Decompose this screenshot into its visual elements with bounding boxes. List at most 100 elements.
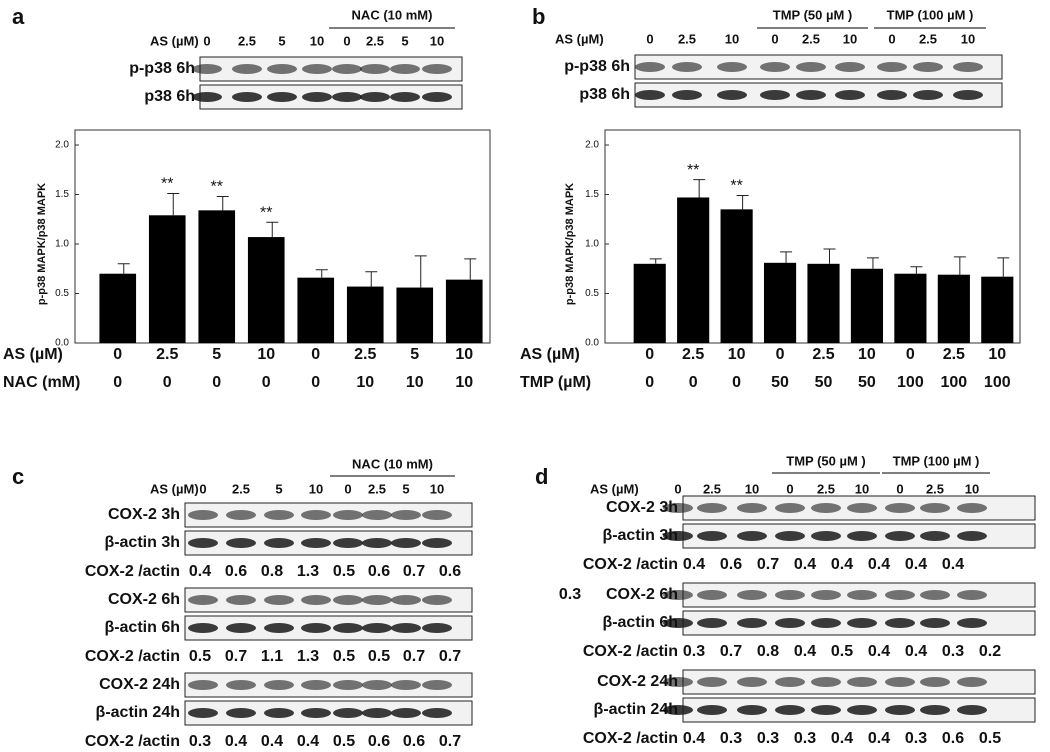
ratio-value: 0.8 (261, 563, 283, 580)
lane-label: 10 (843, 31, 857, 46)
blot-band (811, 503, 841, 513)
blot-band (362, 538, 392, 548)
blot-band (775, 705, 805, 715)
blot-band (264, 708, 294, 718)
blot-band (775, 590, 805, 600)
blot-band (264, 680, 294, 690)
lane-header-label: AS (µM) (150, 33, 199, 48)
bar (346, 286, 384, 343)
ratio-value: 0.7 (720, 643, 742, 660)
ratio-value: 0.4 (942, 556, 964, 573)
ratio-value: 0.4 (868, 730, 890, 747)
ratio-value: 0.4 (905, 643, 927, 660)
panel-label: b (532, 4, 545, 29)
lane-label: 2.5 (368, 481, 386, 496)
blot-band (672, 90, 702, 100)
lane-label: 5 (275, 481, 282, 496)
blot-band (333, 538, 363, 548)
lane-label: 2.5 (817, 481, 835, 496)
blot-band (301, 680, 331, 690)
x-tick-label: 10 (356, 374, 374, 391)
blot-band (362, 595, 392, 605)
ratio-value: 0.8 (757, 643, 779, 660)
lane-label: 2.5 (232, 481, 250, 496)
group-label: TMP (50 µM ) (786, 453, 865, 468)
blot-band (301, 708, 331, 718)
y-axis-label: p-p38 MAPK/p38 MAPK (564, 183, 576, 305)
error-bar (997, 257, 1010, 277)
blot-band (188, 680, 218, 690)
blot-band (885, 531, 915, 541)
blot-band (885, 503, 915, 513)
blot-band (957, 590, 987, 600)
x-tick-label: 0 (311, 346, 320, 363)
blot-band (957, 677, 987, 687)
blot-band (188, 595, 218, 605)
blot-row-label: β-actin 6h (602, 614, 678, 631)
ratio-value: 1.3 (297, 563, 319, 580)
blot-band (226, 623, 256, 633)
blot-band (811, 677, 841, 687)
blot-band (775, 618, 805, 628)
blot-band (775, 677, 805, 687)
blot-band (847, 705, 877, 715)
lane-label: 0 (674, 481, 681, 496)
blot-band (697, 531, 727, 541)
error-bar (414, 255, 427, 288)
significance: ** (260, 204, 272, 221)
blot-band (811, 705, 841, 715)
blot-band (332, 92, 362, 102)
x-tick-label: 0 (311, 374, 320, 391)
ratio-value: 0.7 (225, 648, 247, 665)
ratio-label: COX-2 /actin (85, 648, 180, 665)
blot-band (663, 705, 693, 715)
lane-header-label: AS (µM) (150, 481, 199, 496)
lane-label: 10 (725, 31, 739, 46)
x-tick-label: 0 (776, 346, 785, 363)
error-bar (953, 256, 966, 275)
blot-band (391, 510, 421, 520)
blot-row-label: p38 6h (579, 86, 630, 103)
x-tick-label: 0 (732, 374, 741, 391)
ratio-value: 0.5 (333, 733, 355, 750)
ratio-value: 0.4 (189, 563, 211, 580)
x-tick-label: 10 (858, 346, 876, 363)
blot-band (885, 590, 915, 600)
bar (297, 277, 335, 343)
blot-band (877, 62, 907, 72)
error-bar (780, 251, 793, 263)
blot-band (391, 680, 421, 690)
blot-band (422, 92, 452, 102)
x-tick-label: 2.5 (943, 346, 965, 363)
ratio-label: COX-2 /actin (85, 733, 180, 750)
x-tick-label: 10 (728, 346, 746, 363)
error-bar (736, 194, 749, 210)
blot-band (811, 531, 841, 541)
y-tick-label: 0.5 (55, 288, 69, 299)
blot-band (847, 677, 877, 687)
category-row-label: AS (µM) (3, 346, 63, 363)
blot-band (760, 62, 790, 72)
blot-band (697, 705, 727, 715)
blot-band (717, 62, 747, 72)
lane-label: 5 (402, 481, 409, 496)
blot-band (957, 618, 987, 628)
significance: ** (730, 178, 742, 195)
ratio-value: 0.6 (439, 563, 461, 580)
panel-label: a (12, 4, 25, 29)
blot-band (188, 708, 218, 718)
x-tick-label: 50 (858, 374, 876, 391)
x-tick-label: 100 (897, 374, 924, 391)
lane-label: 2.5 (802, 31, 820, 46)
error-bar (464, 258, 477, 280)
y-tick-label: 2.0 (55, 140, 69, 151)
ratio-value: 0.5 (333, 648, 355, 665)
blot-band (362, 623, 392, 633)
blot-band (697, 503, 727, 513)
lane-header-label: AS (µM) (555, 31, 604, 46)
panel-label: d (535, 464, 548, 489)
blot-band (391, 623, 421, 633)
blot-row-label: p38 6h (144, 88, 195, 105)
blot-band (847, 590, 877, 600)
